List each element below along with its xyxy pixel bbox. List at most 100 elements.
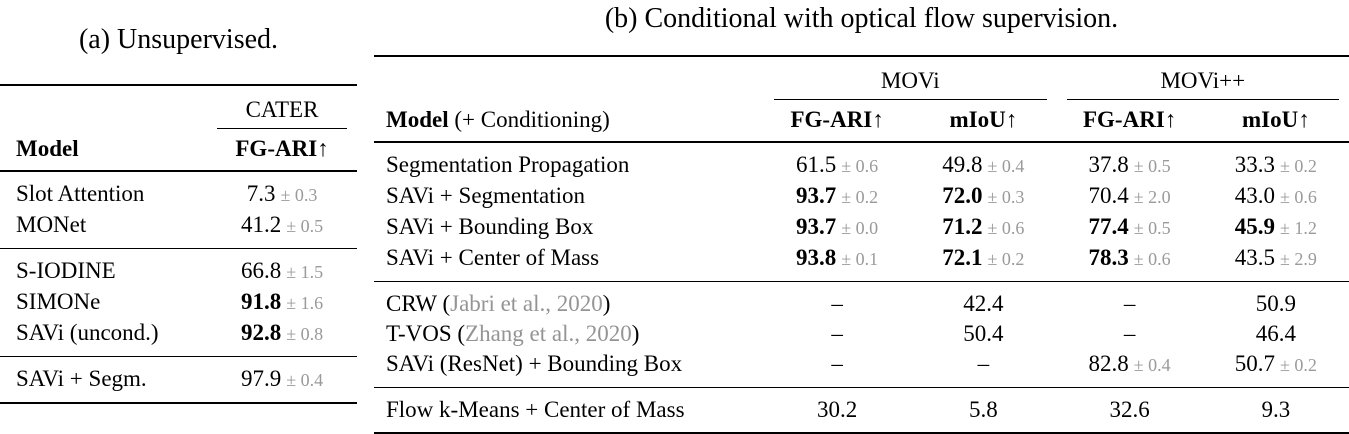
column-header-movipp-fg-ari: FG-ARI↑	[1056, 100, 1203, 143]
model-name: MONet	[16, 212, 87, 237]
table-row: SIMONe 91.8 ± 1.6	[0, 287, 357, 318]
metric-value: –	[1123, 321, 1136, 346]
metric-value: 82.8	[1088, 351, 1129, 376]
metric-value: 50.4	[963, 321, 1004, 346]
column-group-movi-plus-plus: MOVi++	[1066, 57, 1339, 100]
column-group-row: CATER	[0, 85, 357, 129]
column-header-movi-miou: mIoU↑	[910, 100, 1057, 143]
model-name: SAVi (uncond.)	[16, 320, 159, 345]
table-row: MONet 41.2 ± 0.5	[0, 210, 357, 249]
metric-value: 93.7	[796, 214, 837, 239]
metric-value: 50.9	[1255, 291, 1296, 316]
metric-value: 43.0	[1234, 183, 1276, 208]
metric-value: 42.4	[963, 291, 1004, 316]
metric-stddev: ± 1.6	[286, 293, 324, 313]
metric-value: –	[831, 321, 843, 346]
table-row: Segmentation Propagation 61.5 ± 0.6 49.8 ±…	[374, 142, 1349, 181]
metric-stddev: ± 0.6	[1280, 187, 1317, 207]
metric-value: 50.7	[1234, 351, 1276, 376]
metric-stddev: ± 0.4	[987, 156, 1025, 176]
model-name: Flow k-Means + Center of Mass	[374, 387, 764, 433]
table-conditional: MOVi MOVi++ Model (+ Conditioning) FG-AR…	[374, 55, 1349, 434]
metric-value: 61.5	[796, 152, 837, 177]
metric-value: 46.4	[1255, 321, 1296, 346]
table-b-caption: (b) Conditional with optical flow superv…	[604, 3, 1119, 34]
metric-value: 72.1	[942, 245, 983, 270]
metric-value: 49.8	[942, 152, 983, 177]
metric-stddev: ± 0.5	[286, 216, 324, 236]
panel-unsupervised: (a) Unsupervised. CATER Model FG-ARI↑ Sl…	[0, 0, 357, 404]
table-row: SAVi (uncond.) 92.8 ± 0.8	[0, 318, 357, 357]
citation: Jabri et al., 2020	[450, 291, 603, 316]
metric-value: 92.8	[240, 320, 282, 345]
metric-value: –	[977, 351, 990, 376]
metric-value: –	[831, 351, 843, 376]
table-unsupervised: CATER Model FG-ARI↑ Slot Attention 7.3 ± …	[0, 84, 357, 404]
column-header-movipp-miou: mIoU↑	[1202, 100, 1349, 143]
table-row: SAVi + Segmentation 93.7 ± 0.2 72.0 ± 0.3 …	[374, 181, 1349, 212]
metric-value: 5.8	[969, 397, 998, 422]
metric-stddev: ± 0.4	[1133, 355, 1171, 375]
table-row: SAVi + Center of Mass 93.8 ± 0.1 72.1 ± 0.…	[374, 243, 1349, 282]
metric-stddev: ± 0.2	[987, 249, 1025, 269]
metric-value: 70.4	[1088, 183, 1129, 208]
model-name: SAVi + Segmentation	[386, 183, 586, 208]
metric-value: 7.3	[246, 181, 276, 206]
metric-value: –	[831, 291, 843, 316]
column-group-row: MOVi MOVi++	[374, 56, 1349, 100]
metric-value: 41.2	[240, 212, 282, 237]
column-header-fg-ari: FG-ARI↑	[207, 129, 357, 172]
metric-stddev: ± 0.0	[841, 218, 879, 238]
metric-value: 97.9	[240, 366, 282, 391]
model-name: CRW (Jabri et al., 2020)	[374, 281, 764, 319]
metric-value: 78.3	[1088, 245, 1129, 270]
table-row: Flow k-Means + Center of Mass 30.2 5.8 3…	[374, 387, 1349, 433]
metric-stddev: ± 0.3	[280, 185, 318, 205]
metric-stddev: ± 0.6	[841, 156, 879, 176]
table-a-header-row: Model FG-ARI↑	[0, 129, 357, 172]
metric-stddev: ± 0.6	[1133, 249, 1171, 269]
citation: Zhang et al., 2020	[465, 321, 632, 346]
table-row: S-IODINE 66.8 ± 1.5	[0, 248, 357, 287]
column-header-model-conditioning: Model (+ Conditioning)	[374, 100, 764, 143]
model-name: T-VOS (Zhang et al., 2020)	[386, 321, 640, 346]
metric-value: 30.2	[817, 397, 858, 422]
column-header-movi-fg-ari: FG-ARI↑	[764, 100, 911, 143]
model-name: Slot Attention	[16, 181, 145, 206]
column-group-movi: MOVi	[774, 57, 1047, 100]
metric-value: 77.4	[1088, 214, 1129, 239]
model-name: SIMONe	[16, 289, 101, 314]
metric-value: 66.8	[240, 258, 282, 283]
metric-stddev: ± 0.5	[1133, 156, 1171, 176]
table-b-header-row: Model (+ Conditioning) FG-ARI↑ mIoU↑ FG-…	[374, 100, 1349, 143]
table-row: Slot Attention 7.3 ± 0.3	[0, 171, 357, 210]
metric-stddev: ± 2.9	[1280, 249, 1317, 269]
model-name: Segmentation Propagation	[386, 152, 630, 177]
metric-value: 72.0	[942, 183, 983, 208]
metric-stddev: ± 0.5	[1133, 218, 1171, 238]
metric-stddev: ± 1.5	[286, 262, 324, 282]
metric-stddev: ± 0.2	[841, 187, 879, 207]
model-name: SAVi + Bounding Box	[386, 214, 594, 239]
metric-value: 37.8	[1088, 152, 1129, 177]
metric-value: 43.5	[1234, 245, 1276, 270]
metric-stddev: ± 1.2	[1280, 218, 1317, 238]
metric-value: 45.9	[1234, 214, 1276, 239]
panel-conditional: (b) Conditional with optical flow superv…	[374, 0, 1349, 434]
table-row: SAVi + Segm. 97.9 ± 0.4	[0, 356, 357, 403]
column-group-cater: CATER	[217, 86, 347, 129]
metric-value: 93.8	[796, 245, 837, 270]
metric-value: 93.7	[796, 183, 837, 208]
metric-value: 71.2	[942, 214, 983, 239]
table-row: SAVi (ResNet) + Bounding Box – – 82.8 ± 0…	[374, 349, 1349, 388]
metric-stddev: ± 0.8	[286, 324, 324, 344]
table-a-caption: (a) Unsupervised.	[78, 24, 279, 55]
metric-stddev: ± 0.4	[286, 370, 324, 390]
model-header-rest: (+ Conditioning)	[448, 107, 610, 132]
model-name: SAVi + Segm.	[0, 356, 208, 403]
column-header-model: Model	[0, 129, 208, 172]
model-name: SAVi (ResNet) + Bounding Box	[386, 351, 683, 376]
metric-value: 33.3	[1234, 152, 1276, 177]
metric-stddev: ± 0.2	[1280, 355, 1317, 375]
